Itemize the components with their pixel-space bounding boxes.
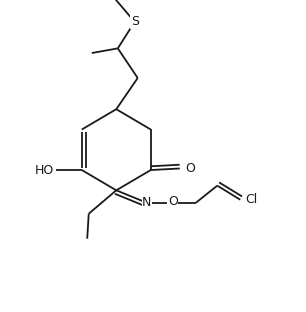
Text: Cl: Cl (246, 193, 258, 206)
Text: S: S (131, 15, 139, 28)
Text: O: O (185, 162, 195, 175)
Text: HO: HO (35, 163, 54, 177)
Text: O: O (168, 195, 178, 208)
Text: N: N (142, 196, 151, 209)
